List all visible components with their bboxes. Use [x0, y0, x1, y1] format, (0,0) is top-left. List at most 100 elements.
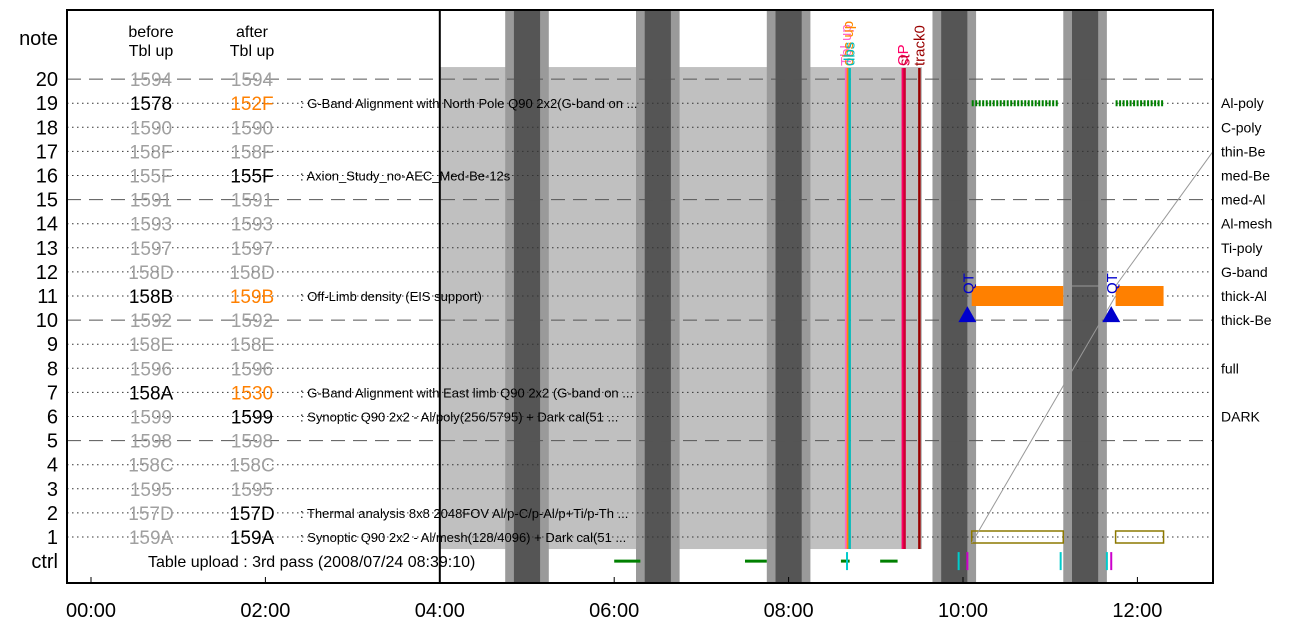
- table-before-cell: 158D: [128, 263, 173, 284]
- event-label: st: [897, 54, 914, 67]
- qt-label: QT: [960, 273, 977, 294]
- table-before-cell: 157D: [128, 504, 173, 525]
- table-before-cell: 1593: [130, 215, 172, 236]
- filter-label: Al-poly: [1221, 95, 1264, 111]
- y-tick-label: 5: [47, 431, 58, 453]
- table-after-cell: 1597: [231, 239, 273, 260]
- header-before: before: [128, 24, 173, 41]
- table-desc: : Thermal analysis 8x8 2048FOV Al/p-C/p-…: [300, 506, 628, 521]
- qt-marker: [1102, 306, 1121, 323]
- table-after-cell: 1594: [231, 70, 274, 91]
- y-tick-label: 9: [47, 334, 58, 356]
- table-after-cell: 1599: [231, 408, 273, 429]
- y-tick-label: 2: [47, 503, 58, 525]
- qt-label: QT: [1104, 273, 1121, 294]
- table-before-cell: 1599: [130, 408, 172, 429]
- y-tick-label: 8: [47, 358, 58, 380]
- y-tick-label: 16: [36, 166, 58, 188]
- table-before-cell: 158B: [129, 287, 173, 308]
- event-label: dbs: [842, 42, 859, 66]
- marks-layer: [614, 68, 1214, 571]
- table-before-cell: 1598: [130, 432, 172, 453]
- y-tick-label: 17: [36, 141, 58, 163]
- table-before-cell: 1594: [130, 70, 173, 91]
- table-after-cell: 158D: [229, 263, 274, 284]
- table-desc: : Synoptic Q90 2x2 - Al/poly(256/5795) +…: [300, 410, 618, 425]
- row1-box: [970, 530, 1065, 544]
- y-tick-label: ctrl: [31, 551, 58, 573]
- y-tick-label: 1: [47, 527, 58, 549]
- x-tick-label: 02:00: [240, 600, 290, 622]
- event-label: Tbl up: [838, 24, 855, 66]
- thick-al-bar: [1115, 286, 1164, 306]
- table-before-cell: 1591: [130, 191, 172, 212]
- y-tick-label: 11: [37, 286, 58, 308]
- table-after-cell: 159B: [230, 287, 274, 308]
- table-before-cell: 155F: [129, 167, 172, 188]
- filter-label: med-Be: [1221, 168, 1270, 184]
- table-desc: : Synoptic Q90 2x2 - Al/mesh(128/4096) +…: [300, 530, 626, 545]
- table-before-cell: 1596: [130, 359, 172, 380]
- table-after-cell: 1595: [231, 480, 273, 501]
- filter-label: thick-Be: [1221, 312, 1272, 328]
- table-before-cell: 158C: [128, 456, 173, 477]
- y-tick-label: 10: [36, 310, 58, 332]
- filter-label: Al-mesh: [1221, 216, 1272, 232]
- x-tick-label: 12:00: [1112, 600, 1162, 622]
- x-tick-label: 04:00: [415, 600, 465, 622]
- header-after-sub: Tbl up: [230, 43, 275, 60]
- thick-al-bar: [971, 286, 1064, 306]
- table-after-cell: 1598: [231, 432, 273, 453]
- header-after: after: [236, 24, 269, 41]
- filter-label: thin-Be: [1221, 143, 1266, 159]
- table-after-cell: 1590: [231, 118, 273, 139]
- table-before-cell: 1578: [130, 94, 172, 115]
- table-after-cell: 1592: [231, 311, 273, 332]
- table-desc: : G-Band Alignment with North Pole Q90 2…: [300, 96, 637, 111]
- row1-box: [1114, 530, 1165, 544]
- y-tick-label: 18: [36, 117, 58, 139]
- y-tick-label: note: [19, 28, 58, 50]
- x-tick-label: 06:00: [589, 600, 639, 622]
- y-tick-label: 20: [36, 69, 58, 91]
- filter-label: G-band: [1221, 264, 1268, 280]
- table-after-cell: 1593: [231, 215, 273, 236]
- y-tick-label: 14: [36, 214, 58, 236]
- x-tick-label: 10:00: [938, 600, 988, 622]
- table-after-cell: 158F: [230, 142, 273, 163]
- qt-marker: [958, 306, 977, 323]
- event-label: track0: [911, 25, 928, 66]
- y-tick-label: 3: [47, 479, 58, 501]
- filter-label: Ti-poly: [1221, 240, 1263, 256]
- table-before-cell: 158F: [129, 142, 172, 163]
- table-before-cell: 1595: [130, 480, 172, 501]
- y-tick-label: 13: [36, 238, 58, 260]
- table-desc: : Off-Limb density (EIS support): [300, 289, 482, 304]
- text-layer: ctrl1234567891011121314151617181920note0…: [19, 21, 1272, 622]
- event-label: obs up: [840, 21, 857, 66]
- table-after-cell: 1596: [231, 359, 273, 380]
- y-tick-label: 6: [47, 407, 58, 429]
- y-tick-label: 7: [47, 382, 58, 404]
- filter-label: C-poly: [1221, 119, 1261, 135]
- event-label: OP: [895, 44, 912, 66]
- table-before-cell: 1597: [130, 239, 172, 260]
- table-before-cell: 1592: [130, 311, 172, 332]
- table-after-cell: 155F: [230, 167, 273, 188]
- table-desc: : G-Band Alignment with East limb Q90 2x…: [300, 385, 633, 400]
- table-after-cell: 1530: [231, 383, 273, 404]
- table-after-cell: 158C: [229, 456, 274, 477]
- y-tick-label: 15: [36, 190, 58, 212]
- plot-frame: [66, 9, 1214, 584]
- y-tick-label: 4: [47, 455, 58, 477]
- table-after-cell: 158E: [230, 335, 274, 356]
- filter-label: DARK: [1221, 409, 1261, 425]
- table-before-cell: 158A: [129, 383, 174, 404]
- y-tick-label: 12: [36, 262, 58, 284]
- eclipse-core: [1072, 10, 1099, 583]
- x-tick-label: 08:00: [764, 600, 814, 622]
- filter-label: thick-Al: [1221, 288, 1267, 304]
- filter-label: full: [1221, 360, 1239, 376]
- table-after-cell: 157D: [229, 504, 274, 525]
- connector-line: [971, 295, 1117, 544]
